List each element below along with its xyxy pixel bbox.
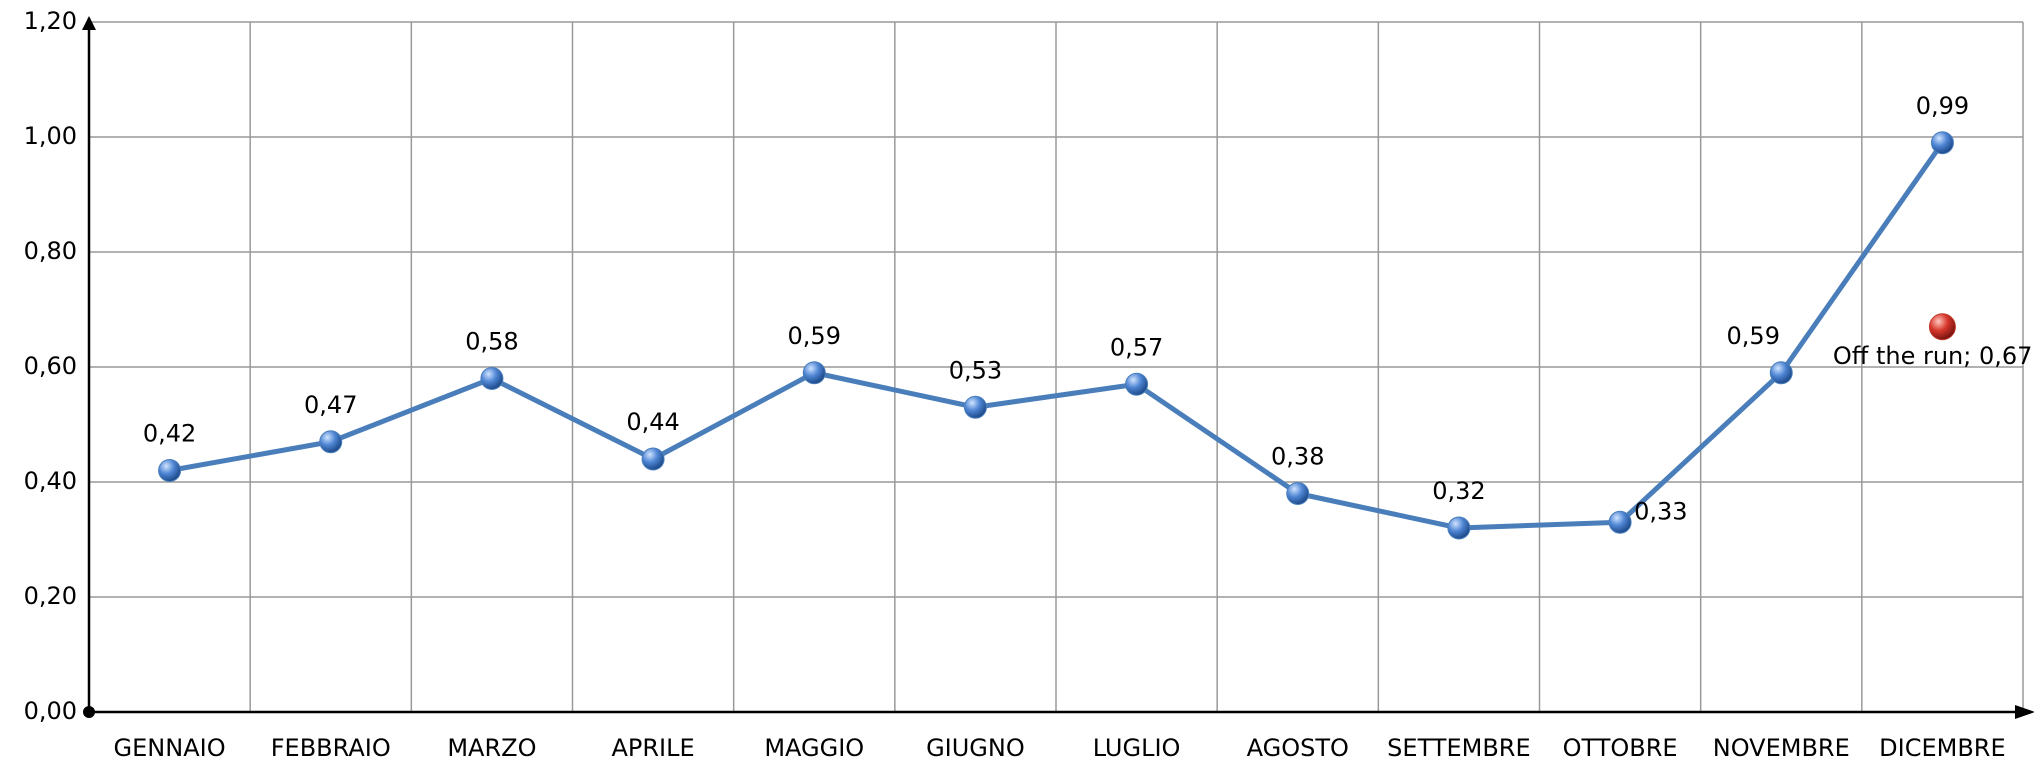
- x-tick-label: MAGGIO: [764, 734, 864, 762]
- data-label: 0,44: [626, 408, 679, 436]
- x-tick-label: GIUGNO: [926, 734, 1025, 762]
- data-label: 0,59: [1727, 322, 1780, 350]
- series-line: [169, 141, 1945, 531]
- data-label: 0,99: [1916, 92, 1969, 120]
- data-label: 0,53: [949, 356, 1002, 384]
- data-point: [1447, 516, 1471, 540]
- y-tick-label: 1,00: [24, 122, 77, 150]
- data-label: 0,33: [1634, 497, 1687, 525]
- data-label: 0,47: [304, 391, 357, 419]
- x-axis-arrow: [2015, 705, 2034, 719]
- data-point: [1286, 482, 1310, 505]
- x-tick-label: GENNAIO: [114, 734, 226, 762]
- data-label: Off the run; 0,67: [1833, 342, 2033, 370]
- y-tick-label: 0,40: [24, 467, 77, 495]
- origin-dot: [83, 706, 95, 718]
- x-tick-label: NOVEMBRE: [1713, 734, 1850, 762]
- data-point: [1769, 361, 1793, 385]
- data-label: 0,58: [465, 328, 518, 356]
- data-label: 0,32: [1432, 477, 1485, 505]
- x-tick-label: OTTOBRE: [1563, 734, 1678, 762]
- x-tick-label: DICEMBRE: [1879, 734, 2006, 762]
- y-tick-label: 0,00: [24, 697, 77, 725]
- data-point: [641, 447, 665, 471]
- x-tick-label: MARZO: [447, 734, 536, 762]
- data-point: [802, 361, 826, 385]
- data-point: [480, 367, 504, 390]
- data-point: [963, 395, 987, 419]
- data-point: [1125, 372, 1149, 396]
- x-tick-label: FEBBRAIO: [271, 734, 391, 762]
- y-tick-label: 0,20: [24, 582, 77, 610]
- y-tick-label: 1,20: [24, 7, 77, 35]
- x-tick-label: LUGLIO: [1093, 734, 1181, 762]
- data-label: 0,38: [1271, 443, 1324, 471]
- x-tick-label: APRILE: [611, 734, 694, 762]
- data-point: [319, 430, 343, 454]
- x-tick-label: SETTEMBRE: [1387, 734, 1530, 762]
- data-label: 0,59: [788, 322, 841, 350]
- y-axis-arrow: [82, 16, 96, 30]
- x-tick-label: AGOSTO: [1247, 734, 1349, 762]
- data-point: [158, 459, 182, 482]
- data-point: [1930, 131, 1954, 155]
- y-tick-label: 0,60: [24, 352, 77, 380]
- y-tick-label: 0,80: [24, 237, 77, 265]
- data-label: 0,42: [143, 420, 196, 448]
- data-label: 0,57: [1110, 333, 1163, 361]
- data-point: [1928, 313, 1956, 341]
- data-point: [1608, 510, 1632, 534]
